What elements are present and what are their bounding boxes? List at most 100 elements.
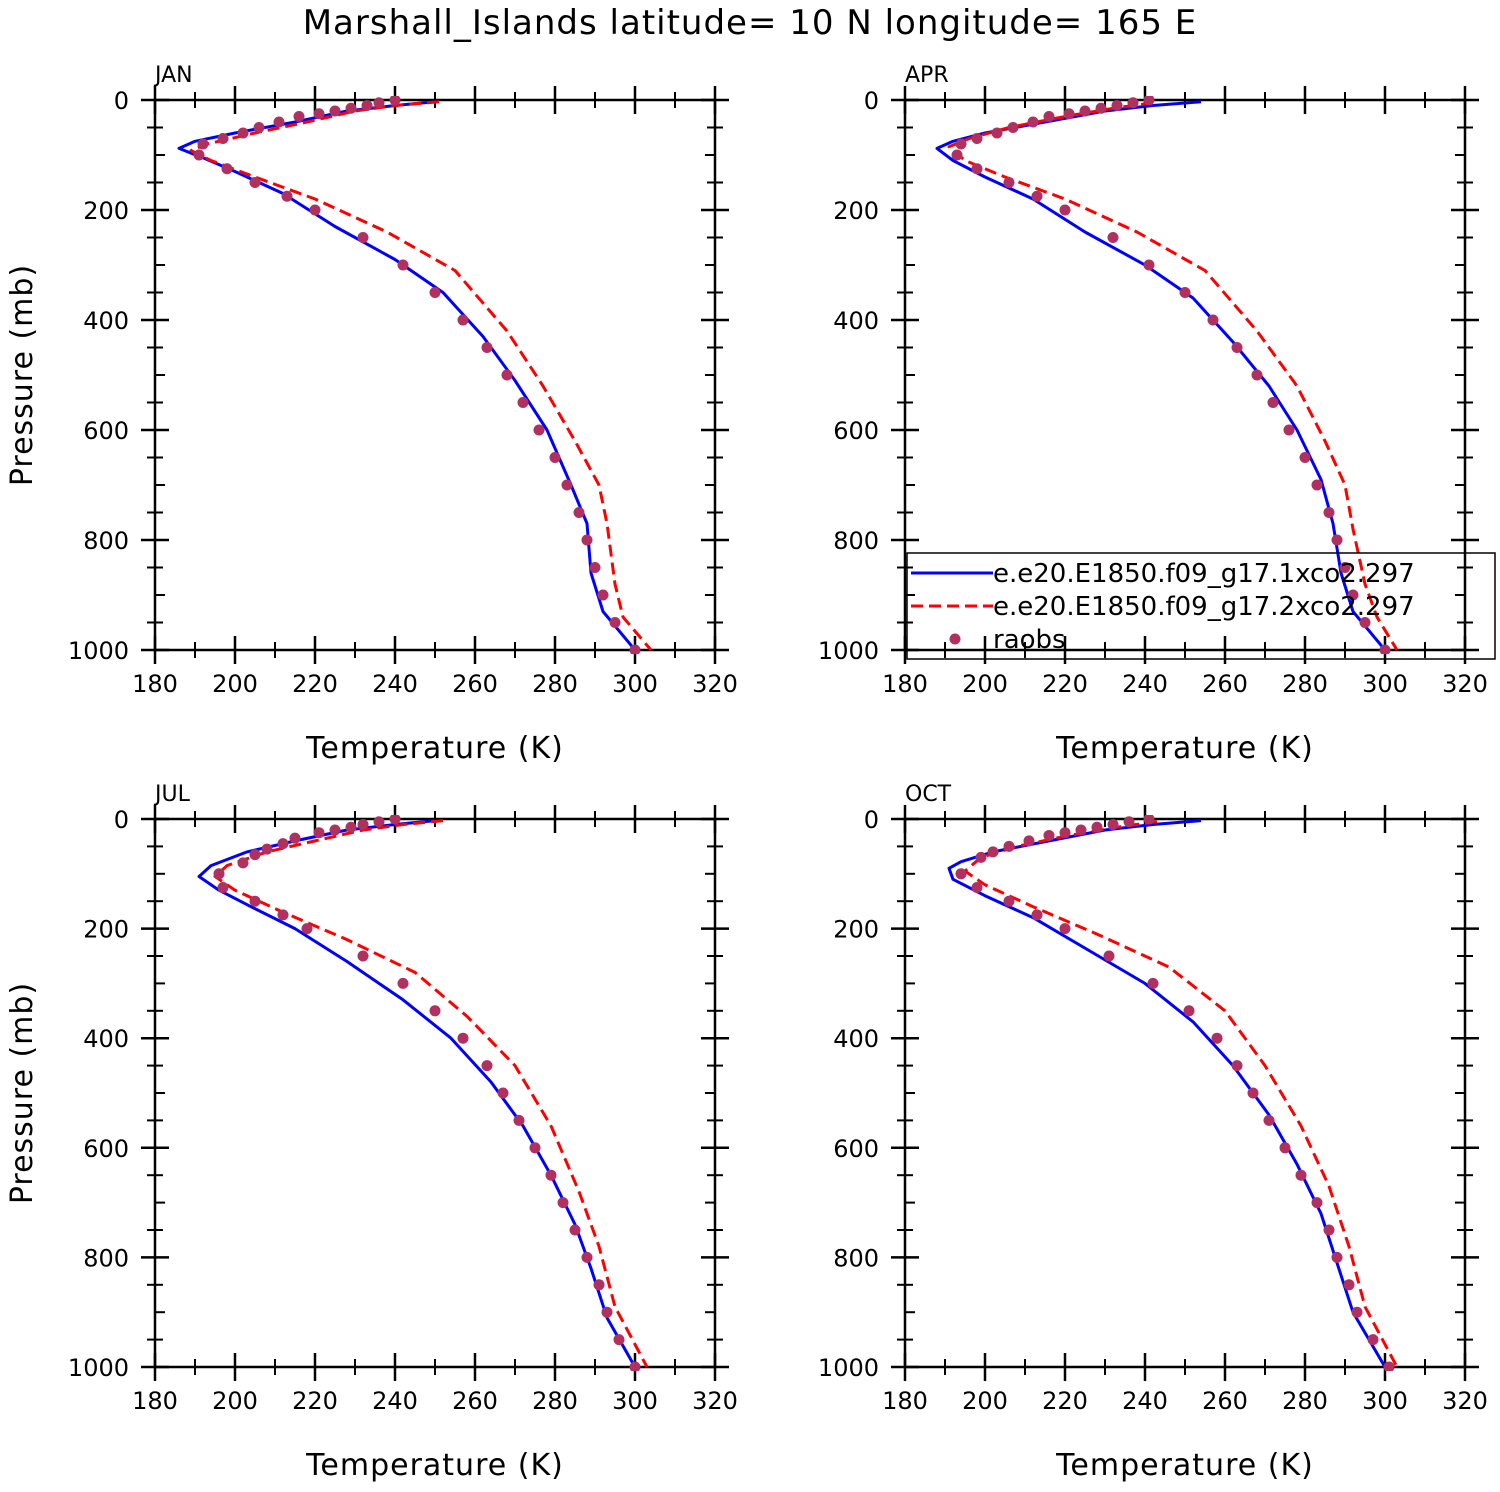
y-tick-label: 200 xyxy=(833,197,879,225)
raobs-point xyxy=(1311,479,1323,491)
x-tick-label: 300 xyxy=(612,670,658,698)
raobs-point xyxy=(1091,821,1103,833)
raobs-point xyxy=(545,1169,557,1181)
raobs-point xyxy=(361,100,373,111)
raobs-point xyxy=(613,1334,625,1346)
raobs-point xyxy=(1251,369,1263,381)
x-tick-label: 300 xyxy=(1362,1387,1408,1415)
legend-entry-label: e.e20.E1850.f09_g17.1xco2.297 xyxy=(993,559,1415,589)
raobs-point xyxy=(1143,96,1155,106)
raobs-point xyxy=(281,190,293,202)
raobs-point xyxy=(501,369,513,381)
y-tick-label: 800 xyxy=(833,527,879,555)
raobs-point xyxy=(1299,452,1311,463)
raobs-point xyxy=(277,909,289,921)
x-tick-label: 240 xyxy=(1122,1387,1168,1415)
x-tick-label: 280 xyxy=(1282,670,1328,698)
raobs-point xyxy=(951,149,963,161)
x-tick-label: 220 xyxy=(292,1387,338,1415)
y-tick-label: 200 xyxy=(83,197,129,225)
y-axis-title: Pressure (mb) xyxy=(5,982,40,1204)
raobs-point xyxy=(373,816,385,828)
panels-container: JAN 180 200 220 240 260 280 300 320 0 200 400 600 800… xyxy=(5,63,1496,1483)
raobs-point xyxy=(217,882,229,893)
raobs-point xyxy=(971,163,983,175)
raobs-point xyxy=(301,923,313,935)
raobs-point xyxy=(1359,617,1371,628)
raobs-point xyxy=(329,105,341,117)
raobs-point xyxy=(1127,97,1139,109)
raobs-point xyxy=(987,846,999,858)
x-tick-label: 200 xyxy=(212,670,258,698)
y-tick-label: 400 xyxy=(83,1025,129,1053)
raobs-point xyxy=(1059,204,1071,216)
x-tick-label: 180 xyxy=(132,1387,178,1415)
y-tick-label: 600 xyxy=(833,1135,879,1163)
raobs-point xyxy=(1347,589,1359,601)
raobs-point xyxy=(313,108,325,120)
raobs-point xyxy=(1383,1361,1395,1371)
x-tick-label: 240 xyxy=(1122,670,1168,698)
series-line-2xco2 xyxy=(213,819,649,1368)
x-tick-label: 320 xyxy=(692,670,738,698)
y-tick-label: 600 xyxy=(83,1135,129,1163)
raobs-point xyxy=(497,1087,509,1099)
plot-area xyxy=(947,815,1399,1371)
raobs-point xyxy=(1075,824,1087,836)
raobs-point xyxy=(1351,1306,1363,1318)
raobs-point xyxy=(457,314,469,326)
raobs-point xyxy=(597,589,609,601)
x-tick-label: 320 xyxy=(1442,670,1488,698)
x-tick-label: 260 xyxy=(1202,1387,1248,1415)
x-tick-label: 180 xyxy=(132,670,178,698)
raobs-point xyxy=(561,479,573,491)
raobs-point xyxy=(991,127,1003,139)
raobs-point xyxy=(1095,102,1107,114)
raobs-point xyxy=(1059,827,1071,839)
x-tick-label: 240 xyxy=(372,1387,418,1415)
legend-box xyxy=(906,552,1496,660)
raobs-point xyxy=(593,1279,605,1291)
raobs-point xyxy=(1279,1142,1291,1154)
raobs-point xyxy=(293,111,305,122)
raobs-point xyxy=(1323,1224,1335,1236)
raobs-point xyxy=(457,1032,469,1044)
raobs-point xyxy=(573,507,585,518)
panel-jul: JUL 180 200 220 240 260 280 300 320 0 200 400 600 800… xyxy=(5,782,738,1483)
raobs-point xyxy=(1043,829,1055,841)
raobs-point xyxy=(237,127,249,139)
raobs-point xyxy=(569,1224,581,1236)
y-tick-label: 800 xyxy=(833,1244,879,1272)
y-tick-label: 1000 xyxy=(818,637,879,665)
raobs-point xyxy=(971,133,983,144)
raobs-point xyxy=(1031,909,1043,921)
x-tick-label: 220 xyxy=(1042,670,1088,698)
raobs-point xyxy=(1027,116,1039,128)
panel-label: OCT xyxy=(905,782,952,807)
raobs-point xyxy=(1207,314,1219,326)
raobs-point xyxy=(429,287,441,298)
raobs-point xyxy=(1231,1060,1243,1072)
raobs-point xyxy=(429,1005,441,1017)
raobs-point xyxy=(1143,815,1155,825)
raobs-point xyxy=(513,1114,525,1126)
raobs-point xyxy=(313,827,325,839)
y-tick-label: 200 xyxy=(833,916,879,944)
raobs-point xyxy=(1079,105,1091,117)
raobs-point xyxy=(277,838,289,850)
legend: e.e20.E1850.f09_g17.1xco2.297e.e20.E1850… xyxy=(906,552,1496,660)
raobs-point xyxy=(581,534,593,546)
raobs-point xyxy=(329,824,341,836)
plot-frame xyxy=(903,817,1467,1369)
y-tick-label: 0 xyxy=(864,87,879,115)
raobs-point xyxy=(1331,534,1343,546)
raobs-point xyxy=(237,857,249,869)
x-tick-label: 220 xyxy=(292,670,338,698)
raobs-point xyxy=(1063,108,1075,120)
raobs-point xyxy=(1267,397,1279,408)
panel-apr: APR 180 200 220 240 260 280 300 320 0 200 400 600 800… xyxy=(818,63,1496,766)
x-axis-title: Temperature (K) xyxy=(1055,731,1314,766)
raobs-point xyxy=(557,1197,569,1209)
plot-area xyxy=(935,96,1399,654)
